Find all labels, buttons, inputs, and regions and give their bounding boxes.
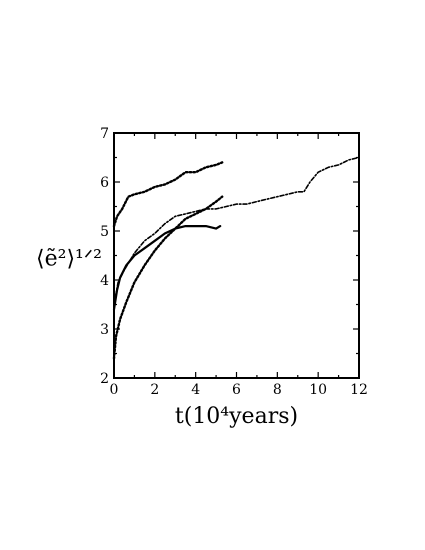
y-tick-label: 5 — [100, 224, 109, 240]
y-tick-label: 4 — [100, 273, 109, 289]
series-line-2 — [113, 156, 360, 306]
y-tick-label: 6 — [100, 175, 109, 191]
series-line-1 — [112, 161, 224, 228]
x-tick-label: 8 — [273, 382, 282, 398]
y-tick-label: 2 — [100, 371, 109, 387]
x-tick-label: 12 — [350, 382, 368, 398]
x-tick-label: 0 — [110, 382, 119, 398]
plot-area — [112, 156, 360, 360]
y-tick-label: 3 — [100, 322, 109, 338]
series-line-3 — [112, 225, 222, 311]
y-tick-label: 7 — [100, 126, 109, 142]
y-axis-label: ⟨ẽ²⟩¹ᐟ² — [36, 247, 102, 272]
series-line-4 — [112, 195, 224, 360]
x-axis-label: t(10⁴years) — [175, 404, 298, 429]
x-tick-label: 6 — [232, 382, 241, 398]
x-tick-label: 2 — [150, 382, 159, 398]
x-tick-label: 4 — [191, 382, 200, 398]
x-tick-label: 10 — [309, 382, 327, 398]
